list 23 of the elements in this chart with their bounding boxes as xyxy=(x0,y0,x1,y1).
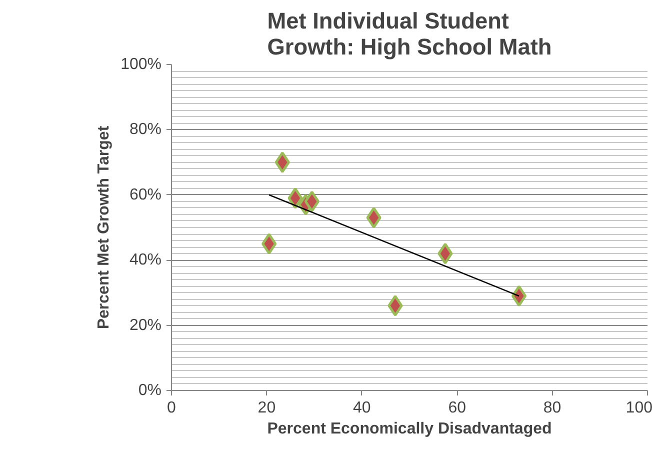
point xyxy=(388,294,403,316)
x-axis-title: Percent Economically Disadvantaged xyxy=(267,420,552,438)
y-tick-label: 100% xyxy=(120,56,162,73)
point xyxy=(261,233,277,255)
chart-title: Met Individual Student Growth: High School Math xyxy=(267,8,552,60)
y-tick-label: 40% xyxy=(129,252,162,269)
y-tick-label: 80% xyxy=(129,121,162,138)
point xyxy=(274,152,290,174)
x-tick-label: 80 xyxy=(543,400,562,416)
point xyxy=(288,187,303,209)
point xyxy=(366,206,382,228)
y-tick-label: 20% xyxy=(129,316,162,334)
x-tick-label: 100 xyxy=(626,400,653,416)
point xyxy=(511,285,527,307)
x-tick-label: 20 xyxy=(258,400,276,416)
y-tick-label: 60% xyxy=(129,186,162,204)
y-axis-title: Percent Met Growth Target xyxy=(96,125,113,330)
point xyxy=(438,242,453,264)
x-tick-label: 0 xyxy=(167,400,176,416)
point xyxy=(304,190,320,212)
x-tick-label: 60 xyxy=(448,400,466,416)
x-tick-label: 40 xyxy=(353,400,371,416)
y-tick-label: 0% xyxy=(138,382,162,399)
